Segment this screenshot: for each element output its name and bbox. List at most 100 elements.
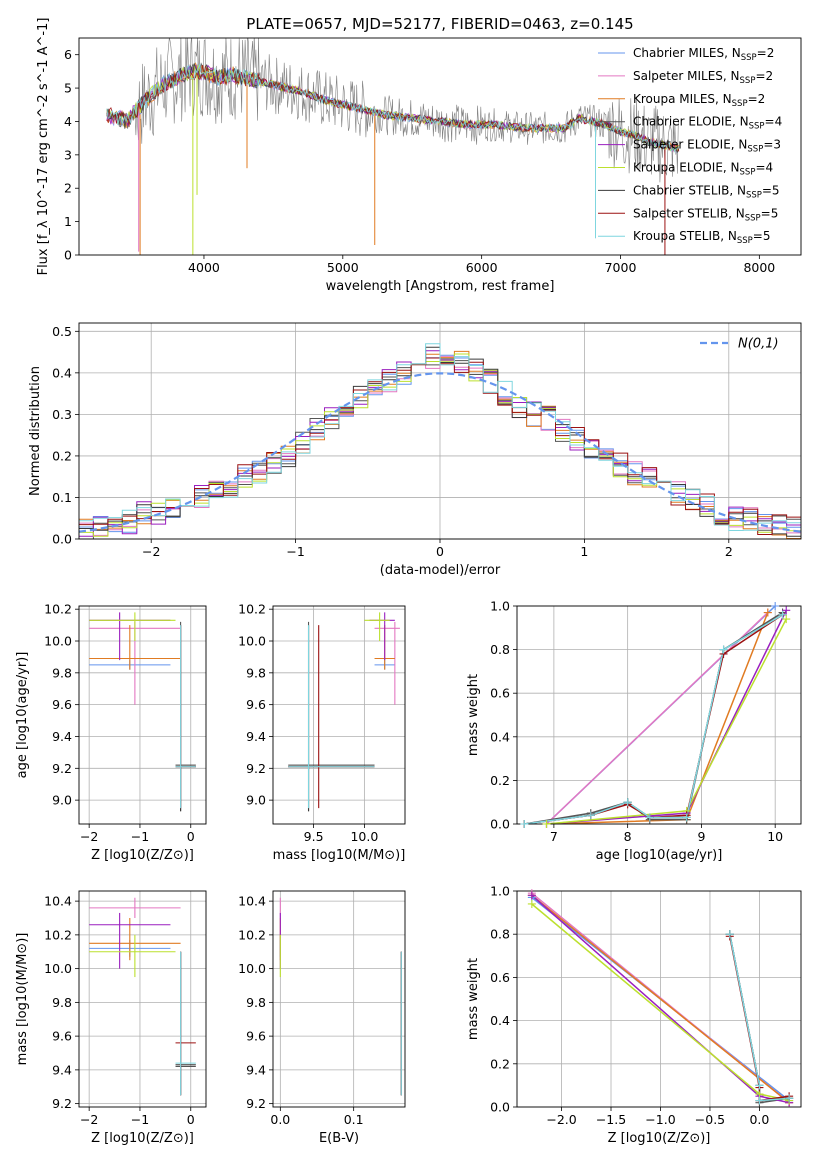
- chart-age-vs-Z: −2 −1 0 9.0 9.2 9.4 9.6 9.8 10.0 10.2 Z [log10(Z/Z…: [15, 602, 207, 863]
- y-tick-label: 1: [64, 214, 72, 229]
- y-tick-label: 0.6: [490, 686, 510, 701]
- x-tick-label: 0.0: [270, 1112, 290, 1127]
- y-tick-label: 1.0: [490, 884, 510, 899]
- marker: [725, 930, 734, 939]
- y-tick-label: 9.0: [246, 793, 266, 808]
- y-tick-label: 9.2: [246, 761, 266, 776]
- x-tick-label: 0.1: [344, 1112, 364, 1127]
- marker: [682, 813, 691, 822]
- point-chabrier-elodie: [175, 621, 196, 812]
- y-tick-label: 10.2: [238, 927, 266, 942]
- figure-title: PLATE=0657, MJD=52177, FIBERID=0463, z=0…: [246, 15, 633, 33]
- y-tick-label: 9.4: [246, 1062, 266, 1077]
- y-tick-label: 5: [64, 81, 72, 96]
- y-tick-label: 10.2: [44, 602, 72, 617]
- legend-entry: Kroupa ELODIE, NSSP=4: [633, 161, 773, 178]
- x-tick-label: −1: [286, 544, 304, 559]
- axes-frame: [272, 890, 406, 1108]
- chart-weight-vs-Z: −2.0 −1.5 −1.0 −0.5 0.0 0.0 0.2 0.4 0.6 0.8 1.0 Z […: [466, 884, 802, 1146]
- axes-frame: [272, 605, 406, 825]
- model-line-chabrier-stelib: [106, 63, 680, 153]
- y-tick-label: 0.6: [490, 970, 510, 985]
- marker: [623, 798, 632, 807]
- marker: [782, 606, 791, 615]
- y-tick-label: 9.4: [246, 729, 266, 744]
- legend-subscript: SSP: [732, 99, 748, 109]
- legend-subscript: SSP: [740, 168, 756, 178]
- point-kroupa-stelib: [175, 951, 196, 1096]
- y-tick-label: 9.6: [52, 697, 72, 712]
- point-kroupa-miles: [89, 625, 181, 670]
- x-tick-label: 0.0: [749, 1112, 769, 1127]
- marker: [520, 820, 529, 828]
- x-axis-label: E(B-V): [319, 1131, 359, 1146]
- y-tick-label: 0.2: [490, 1056, 510, 1071]
- line-salpeter-stelib: [524, 614, 784, 824]
- line-chabrier-elodie: [524, 611, 783, 824]
- x-tick-label: 8000: [743, 260, 775, 275]
- point-chabrier-elodie: [288, 621, 375, 812]
- y-tick-label: 0.1: [52, 490, 72, 505]
- legend-label: Salpeter MILES, N: [633, 69, 740, 83]
- x-tick-label: −2: [142, 544, 160, 559]
- point-kroupa-elodie: [364, 612, 390, 642]
- point-salpeter-elodie: [369, 612, 395, 661]
- plot-area: [106, 38, 680, 255]
- point-kroupa-elodie: [89, 934, 176, 978]
- point-kroupa-elodie: [89, 612, 176, 642]
- legend-subscript: SSP: [737, 236, 753, 246]
- x-tick-label: 7: [550, 829, 558, 844]
- x-tick-label: 6000: [466, 260, 498, 275]
- x-tick-label: −1.0: [645, 1112, 675, 1127]
- y-tick-label: 6: [64, 47, 72, 62]
- legend-entry: Salpeter ELODIE, NSSP=3: [633, 138, 781, 155]
- y-tick-label: 10.0: [44, 961, 72, 976]
- y-tick-label: 10.2: [238, 602, 266, 617]
- plot-area: [79, 343, 801, 539]
- y-tick-label: 9.0: [52, 793, 72, 808]
- x-axis-label: Z [log10(Z/Z⊙)]: [608, 1131, 711, 1146]
- y-tick-label: 4: [64, 114, 72, 129]
- legend-label: Kroupa MILES, N: [633, 92, 732, 106]
- hist-kroupa-stelib: [79, 343, 801, 531]
- x-tick-label: −0.5: [695, 1112, 725, 1127]
- y-tick-label: 0.3: [52, 407, 72, 422]
- legend-nssp: =5: [761, 206, 779, 220]
- y-axis-label: Normed distribution: [28, 366, 43, 496]
- legend-subscript: SSP: [740, 76, 756, 86]
- x-tick-label: 8: [624, 829, 632, 844]
- plot-area: [279, 897, 402, 1096]
- x-tick-label: −1: [131, 829, 149, 844]
- y-tick-label: 0.8: [490, 927, 510, 942]
- y-tick-label: 10.4: [238, 894, 266, 909]
- y-tick-label: 2: [64, 181, 72, 196]
- normal-curve: [79, 372, 801, 533]
- point-salpeter-stelib: [288, 625, 375, 809]
- x-tick-label: 7000: [605, 260, 637, 275]
- y-tick-label: 0.2: [52, 448, 72, 463]
- legend-subscript: SSP: [747, 145, 763, 155]
- line-salpeter-elodie: [546, 610, 787, 824]
- marker: [763, 608, 772, 617]
- x-tick-label: −2: [80, 1112, 98, 1127]
- legend-label: Chabrier ELODIE, N: [633, 115, 749, 129]
- point-chabrier-elodie: [175, 951, 196, 1096]
- y-tick-label: 9.4: [52, 729, 72, 744]
- x-axis-label: Z [log10(Z/Z⊙)]: [91, 848, 194, 863]
- y-tick-label: 9.8: [246, 995, 266, 1010]
- chart-age-vs-mass: 9.5 10.0 9.0 9.2 9.4 9.6 9.8 10.0 10.2 mass [log1…: [238, 602, 406, 863]
- legend-nssp: =4: [755, 161, 773, 175]
- legend-nssp: =4: [765, 115, 783, 129]
- y-tick-label: 9.8: [52, 995, 72, 1010]
- x-tick-label: −2: [80, 829, 98, 844]
- chart-spectrum: 4000 5000 6000 7000 8000 0 1 2 3 4 5 6 wavelength [A…: [36, 18, 802, 294]
- marker: [755, 1081, 764, 1090]
- x-tick-label: 9.5: [304, 829, 324, 844]
- marker: [645, 813, 654, 822]
- point-kroupa-stelib: [288, 625, 375, 809]
- x-tick-label: 10: [767, 829, 783, 844]
- point-salpeter-miles: [89, 897, 181, 918]
- x-tick-label: 0: [436, 544, 444, 559]
- line-chabrier-stelib: [524, 614, 783, 824]
